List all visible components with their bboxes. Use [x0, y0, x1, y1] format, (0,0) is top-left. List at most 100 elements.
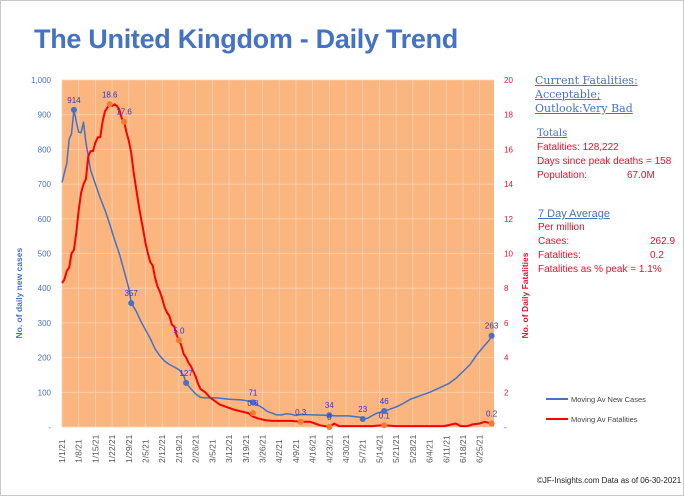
per-million-label: Per million	[538, 222, 585, 233]
x-tick-label: 5/28/21	[408, 434, 418, 463]
fatalities-data-label: 0	[327, 413, 332, 422]
x-tick-label: 3/19/21	[241, 434, 251, 463]
legend-fatalities-label: Moving Av Fatalities	[571, 415, 638, 424]
fatalities-data-label: 0.2	[486, 410, 498, 419]
y2-tick-label: 12	[504, 215, 513, 224]
fatalities-marker	[488, 420, 495, 427]
x-tick-label: 6/11/21	[441, 435, 451, 463]
avg-fatalities-label: Fatalities:	[538, 250, 581, 261]
cases-marker	[183, 379, 190, 386]
fatalities-data-label: 0.3	[295, 408, 307, 417]
cases-marker	[249, 399, 256, 406]
fatalities-data-label: 5.0	[173, 326, 185, 335]
cases-marker	[488, 332, 495, 339]
seven-day-heading: 7 Day Average	[538, 208, 610, 220]
cases-data-label: 914	[67, 96, 81, 105]
y2-tick-label: 10	[504, 250, 513, 259]
fatalities-marker	[106, 101, 113, 108]
cases-data-label: 71	[248, 388, 257, 397]
x-tick-label: 6/25/21	[475, 434, 485, 463]
cases-marker	[128, 300, 135, 307]
x-tick-label: 6/4/21	[425, 439, 435, 463]
totals-panel: Totals Fatalities: 128,222 Days since pe…	[537, 127, 671, 183]
y-tick-label: 300	[38, 319, 52, 328]
y2-tick-label: 2	[504, 388, 509, 397]
x-tick-label: 5/21/21	[391, 434, 401, 463]
x-tick-label: 4/30/21	[341, 434, 351, 463]
x-tick-label: 6/18/21	[458, 434, 468, 463]
totals-heading: Totals	[537, 128, 568, 139]
fatalities-marker	[249, 410, 256, 417]
y-tick-label: 900	[38, 111, 52, 120]
x-tick-label: 1/15/21	[90, 434, 100, 463]
cases-marker	[381, 408, 388, 415]
cases-data-label: 23	[358, 405, 367, 414]
x-tick-label: 1/1/21	[57, 439, 67, 463]
x-tick-label: 2/19/21	[174, 434, 184, 463]
x-tick-label: 2/5/21	[141, 439, 151, 463]
fatalities-data-label: 17.6	[116, 108, 132, 117]
cases-marker	[359, 416, 366, 423]
y-tick-label: 700	[38, 180, 52, 189]
totals-population: Population: 67.0M	[537, 169, 671, 183]
x-tick-label: 1/22/21	[107, 434, 117, 463]
fatalities-marker	[297, 418, 304, 425]
x-tick-label: 4/23/21	[324, 434, 334, 463]
x-tick-label: 4/9/21	[291, 439, 301, 463]
cases-data-label: 263	[485, 322, 499, 331]
avg-cases-value: 262.9	[650, 236, 676, 247]
y-tick-label: 800	[38, 145, 52, 154]
y2-tick-label: 14	[504, 180, 513, 189]
y-tick-label: 500	[38, 250, 52, 259]
avg-fatalities-row: Fatalities: 0.2	[538, 249, 675, 263]
y-tick-label: 1,000	[31, 76, 52, 85]
fatalities-marker	[121, 118, 128, 125]
status-panel: Current Fatalities: Acceptable; Outlook:…	[535, 74, 638, 116]
y-axis-title: No. of daily new cases	[14, 248, 24, 339]
totals-fatalities: Fatalities: 128,222	[537, 142, 619, 153]
x-tick-label: 3/5/21	[207, 439, 217, 463]
x-tick-label: 1/29/21	[124, 434, 134, 463]
y-tick-label: 100	[38, 388, 52, 397]
y2-tick-label: 16	[504, 145, 513, 154]
seven-day-panel: 7 Day Average Per million Cases: 262.9 F…	[538, 207, 675, 277]
y2-tick-label: 8	[504, 284, 509, 293]
x-tick-label: 3/12/21	[224, 434, 234, 463]
cases-line	[61, 109, 493, 420]
x-tick-label: 4/16/21	[308, 434, 318, 463]
fatalities-data-label: 0.1	[379, 411, 391, 420]
fatalities-marker	[326, 424, 333, 430]
avg-cases-label: Cases:	[538, 236, 570, 247]
cases-data-label: 34	[325, 401, 334, 410]
y2-tick-label: 20	[504, 76, 513, 85]
y2-tick-label: 4	[504, 354, 509, 363]
population-label: Population:	[537, 170, 588, 181]
x-tick-label: 2/12/21	[157, 434, 167, 463]
totals-days-since-peak: Days since peak deaths = 158	[537, 156, 672, 167]
status-headline-3: Outlook:Very Bad	[535, 102, 633, 115]
avg-cases-row: Cases: 262.9	[538, 235, 675, 249]
fatalities-marker	[175, 337, 182, 344]
x-tick-label: 4/2/21	[274, 439, 284, 463]
chart-title: The United Kingdom - Daily Trend	[34, 24, 458, 54]
x-tick-label: 3/26/21	[257, 434, 267, 463]
cases-data-label: 46	[380, 397, 389, 406]
fatalities-marker	[381, 422, 388, 429]
y-tick-label: -	[48, 423, 51, 432]
footer-credit: ©JF-Insights.com Data as of 06-30-2021	[537, 476, 682, 485]
cases-data-label: 127	[179, 369, 193, 378]
cases-marker	[70, 106, 77, 113]
population-value: 67.0M	[627, 170, 655, 181]
y2-axis-title: No. of Daily Fatalities	[520, 252, 530, 338]
legend-cases-label: Moving Av New Cases	[571, 395, 646, 404]
y-tick-label: 200	[38, 354, 52, 363]
y-tick-label: 600	[38, 215, 52, 224]
avg-fatalities-pct: Fatalities as % peak = 1.1%	[538, 264, 662, 275]
cases-data-label: 357	[125, 289, 139, 298]
fatalities-data-label: 0.8	[247, 399, 259, 408]
x-tick-label: 1/8/21	[74, 439, 84, 463]
y-tick-label: 400	[38, 284, 52, 293]
x-tick-label: 5/14/21	[374, 434, 384, 463]
y2-tick-label: 6	[504, 319, 509, 328]
